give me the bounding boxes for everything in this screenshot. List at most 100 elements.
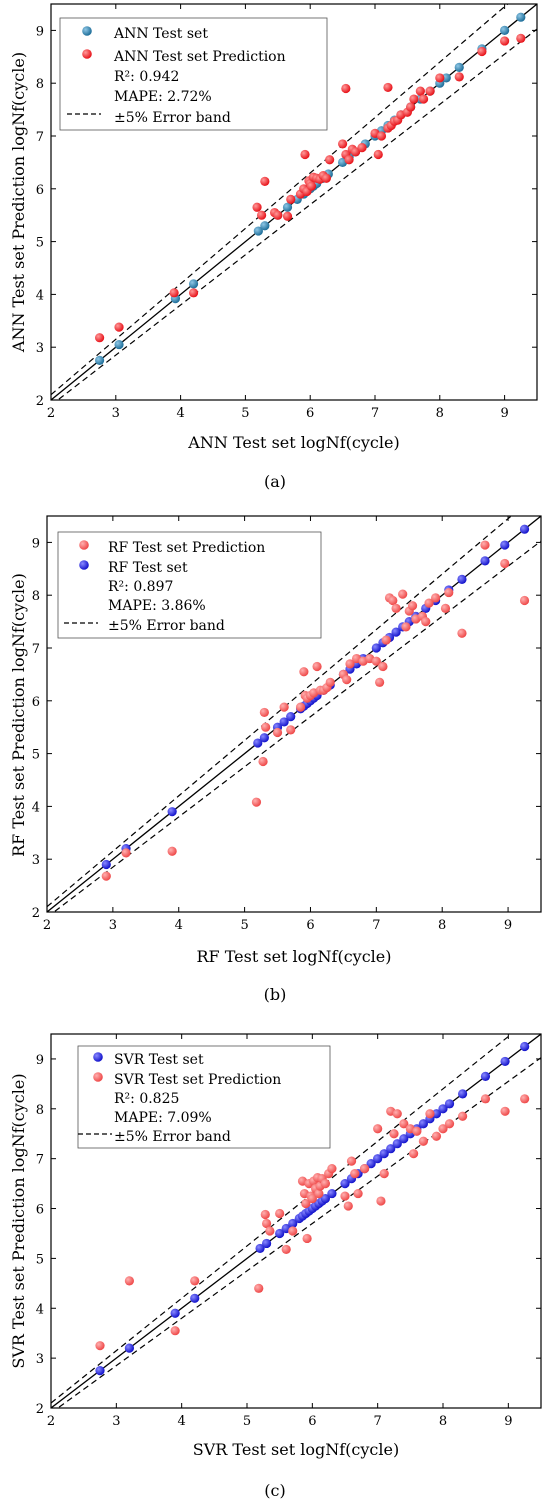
data-point [415, 86, 425, 96]
data-point [254, 1283, 264, 1293]
data-point [275, 1208, 285, 1219]
data-point [288, 1218, 298, 1229]
data-point [95, 355, 105, 365]
data-point [286, 725, 296, 735]
data-point [458, 1111, 468, 1121]
data-point [409, 1149, 419, 1159]
data-point [327, 1164, 337, 1174]
data-point [389, 1129, 399, 1139]
data-point [398, 589, 408, 599]
data-point [253, 738, 263, 748]
data-point [258, 756, 268, 767]
data-point [260, 176, 270, 187]
y-tick-label: 3 [36, 341, 44, 356]
y-tick-label: 7 [36, 130, 44, 145]
y-tick-label: 9 [36, 24, 44, 39]
x-axis-label-a: ANN Test set logNf(cycle) [187, 433, 399, 452]
legend-label: ±5% Error band [108, 618, 225, 634]
axis-ticks-a: 2 3 4 5 6 7 8 9 2 3 4 5 6 7 8 9 [36, 4, 537, 421]
data-point [480, 540, 490, 550]
x-axis-label-c: SVR Test set logNf(cycle) [193, 1440, 399, 1459]
data-point [301, 1198, 311, 1209]
data-point [279, 702, 289, 712]
x-tick-label: 7 [371, 406, 379, 421]
data-point [375, 677, 385, 687]
y-tick-label: 8 [36, 1103, 44, 1118]
data-point [282, 211, 293, 221]
y-tick-label: 4 [36, 288, 44, 303]
y-tick-label: 3 [36, 1352, 44, 1367]
y-tick-label: 5 [36, 1252, 44, 1267]
legend-label: ±5% Error band [114, 110, 231, 126]
legend-a: ANN Test set ANN Test set Prediction R²:… [59, 17, 328, 131]
data-point [444, 587, 454, 598]
data-point [340, 1179, 350, 1189]
y-tick-label: 7 [32, 642, 40, 657]
data-point [386, 1144, 396, 1154]
data-point [281, 1244, 291, 1255]
legend-point-marker [79, 560, 89, 570]
x-tick-label: 5 [243, 1414, 251, 1429]
x-tick-label: 8 [436, 406, 444, 421]
data-point [279, 717, 289, 727]
data-point [379, 1169, 389, 1179]
x-tick-label: 5 [240, 918, 248, 933]
y-tick-label: 6 [36, 183, 44, 198]
data-point [169, 288, 179, 298]
legend-markers-c [78, 1052, 112, 1135]
chart-panel-c: 2 3 4 5 6 7 8 9 2 3 4 5 6 7 8 9 SVR Test set SVR Test s… [9, 1033, 542, 1500]
x-tick-label: 7 [372, 918, 380, 933]
data-point [376, 1196, 386, 1206]
legend-label: ±5% Error band [114, 1129, 231, 1145]
legend-label: R²: 0.942 [114, 69, 179, 85]
data-point [260, 221, 270, 231]
data-point [381, 635, 391, 645]
data-point [373, 1124, 383, 1134]
x-tick-label: 3 [112, 406, 120, 421]
y-tick-label: 3 [32, 853, 40, 868]
data-point [425, 1109, 435, 1119]
y-tick-label: 6 [32, 695, 40, 710]
legend-label: RF Test set Prediction [108, 540, 265, 556]
data-point [406, 102, 416, 112]
data-point [124, 1276, 134, 1286]
data-point [251, 797, 262, 807]
data-point [454, 62, 464, 72]
data-point [167, 807, 177, 817]
data-point [457, 574, 467, 584]
data-points-c [95, 1041, 530, 1376]
data-point [480, 556, 490, 566]
data-point [259, 733, 269, 743]
data-point [312, 661, 322, 672]
data-point [314, 1188, 324, 1199]
data-point [306, 181, 317, 191]
data-point [418, 1136, 428, 1146]
x-tick-label: 2 [43, 918, 51, 933]
legend-label: R²: 0.897 [108, 579, 173, 595]
data-point [431, 1109, 442, 1119]
panel-label-b: (b) [264, 985, 287, 1004]
data-point [170, 1326, 180, 1336]
legend-label: ANN Test set Prediction [113, 49, 286, 65]
data-point [431, 1131, 442, 1141]
data-point [307, 1193, 317, 1204]
data-point [190, 1276, 200, 1286]
data-point [121, 848, 131, 858]
data-point [261, 722, 271, 732]
data-point [440, 603, 451, 614]
legend-markers-a [67, 26, 101, 115]
x-tick-label: 5 [241, 406, 249, 421]
data-point [262, 1238, 272, 1249]
data-point [167, 846, 177, 856]
x-tick-label: 6 [306, 918, 314, 933]
data-point [399, 1119, 409, 1129]
data-point [95, 1341, 105, 1351]
legend-label: MAPE: 7.09% [114, 1110, 212, 1126]
x-tick-label: 3 [109, 918, 117, 933]
data-point [412, 1126, 422, 1136]
x-tick-label: 6 [306, 406, 314, 421]
data-point [286, 712, 296, 722]
data-point [273, 210, 283, 220]
data-point [101, 859, 111, 870]
data-point [327, 1188, 337, 1199]
